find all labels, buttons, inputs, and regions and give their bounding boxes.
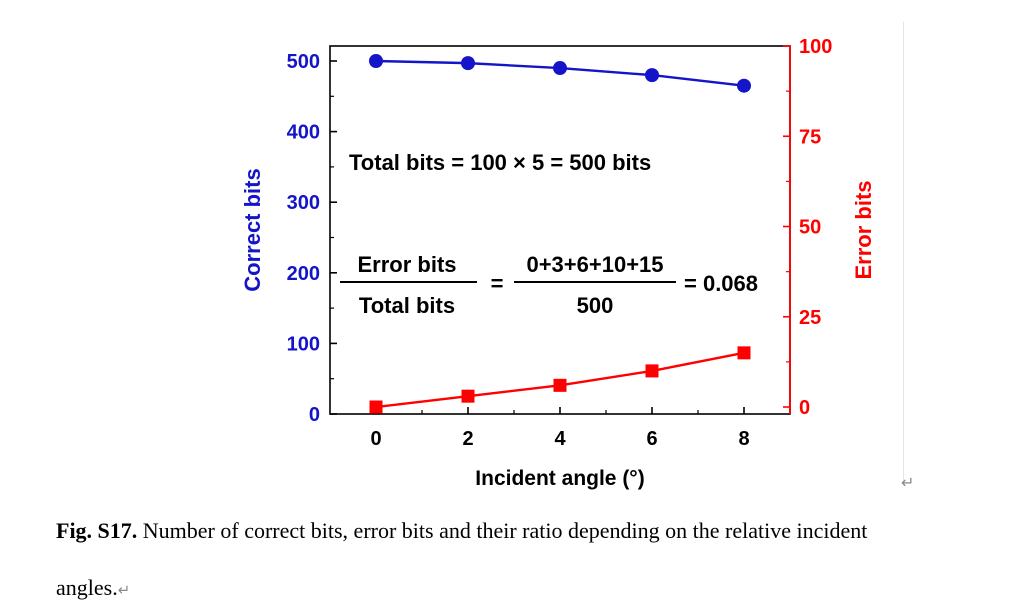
right-axis-label: Error bits bbox=[851, 180, 876, 279]
plot-frame bbox=[329, 45, 791, 415]
left-tick-label: 100 bbox=[287, 333, 320, 355]
correct-bits-point bbox=[737, 78, 751, 93]
x-tick-label: 2 bbox=[462, 428, 473, 450]
right-tick-label: 50 bbox=[799, 217, 821, 239]
left-tick-label: 400 bbox=[287, 122, 320, 144]
fraction1-numerator: Error bits bbox=[357, 252, 456, 277]
paragraph-mark-icon: ↵ bbox=[117, 581, 131, 599]
left-tick-label: 0 bbox=[309, 404, 320, 426]
right-axis: 0 25 50 75 100 bbox=[783, 36, 832, 419]
chart: 0 100 200 300 400 500 0 25 50 75 100 0 2 4 6 8 Incide… bbox=[240, 36, 876, 490]
paragraph-mark-icon: ↵ bbox=[901, 473, 915, 492]
x-tick-label: 4 bbox=[554, 428, 566, 450]
equals-sign: = bbox=[491, 271, 504, 296]
fraction1-denominator: Total bits bbox=[359, 293, 455, 318]
right-tick-label: 0 bbox=[799, 397, 810, 419]
error-bits-point bbox=[369, 400, 383, 414]
caption-line-2: angles.↵ bbox=[56, 571, 130, 607]
page-margin-line bbox=[903, 22, 904, 482]
error-bits-point bbox=[461, 389, 475, 403]
right-tick-label: 100 bbox=[799, 36, 832, 58]
x-tick-label: 8 bbox=[738, 428, 749, 450]
fraction2-denominator: 500 bbox=[577, 293, 614, 318]
correct-bits-point bbox=[645, 68, 659, 83]
error-bits-point bbox=[553, 378, 567, 392]
left-axis-label: Correct bits bbox=[240, 168, 265, 291]
left-axis: 0 100 200 300 400 500 bbox=[287, 51, 337, 426]
caption-line-1: Fig. S17. Number of correct bits, error … bbox=[56, 514, 867, 548]
ratio-result: = 0.068 bbox=[684, 271, 758, 296]
fraction2-numerator: 0+3+6+10+15 bbox=[526, 252, 663, 277]
x-tick-label: 0 bbox=[370, 428, 381, 450]
correct-bits-point bbox=[369, 54, 383, 68]
right-tick-label: 25 bbox=[799, 307, 821, 329]
caption-label: Fig. S17. bbox=[56, 518, 138, 543]
annotations: Total bits = 100 × 5 = 500 bits Error bi… bbox=[340, 150, 758, 318]
right-tick-label: 75 bbox=[799, 126, 821, 148]
error-bits-point bbox=[737, 346, 751, 360]
left-tick-label: 300 bbox=[287, 192, 320, 214]
error-bits-point bbox=[645, 364, 659, 378]
caption-text-line-2: angles. bbox=[56, 575, 118, 600]
total-bits-annotation: Total bits = 100 × 5 = 500 bits bbox=[349, 150, 651, 175]
x-tick-label: 6 bbox=[646, 428, 657, 450]
correct-bits-point bbox=[461, 56, 475, 71]
caption-text-line-1: Number of correct bits, error bits and t… bbox=[137, 518, 868, 543]
x-axis-label: Incident angle (°) bbox=[475, 467, 644, 490]
left-tick-label: 500 bbox=[287, 51, 320, 73]
left-tick-label: 200 bbox=[287, 263, 320, 285]
series-layer bbox=[369, 54, 751, 414]
correct-bits-point bbox=[553, 61, 567, 76]
